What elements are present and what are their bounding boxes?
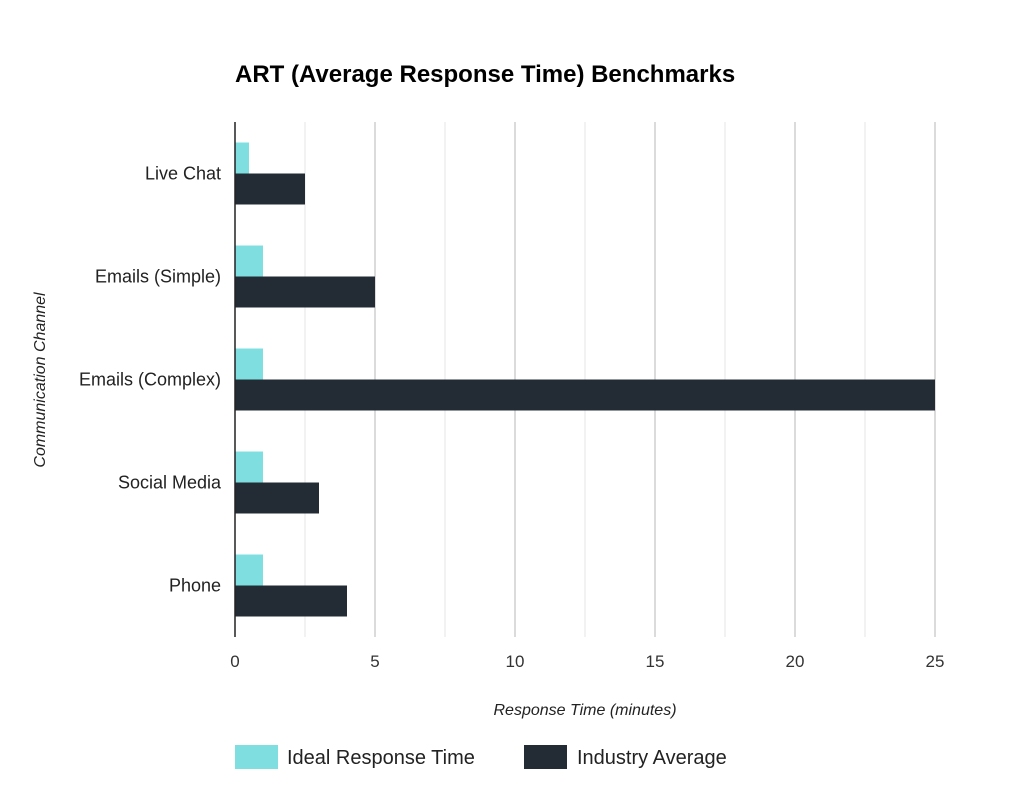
x-tick-label: 15 xyxy=(646,652,665,671)
category-label: Live Chat xyxy=(145,164,221,184)
legend: Ideal Response Time Industry Average xyxy=(235,745,727,769)
legend-label: Ideal Response Time xyxy=(287,747,475,769)
category-label: Emails (Simple) xyxy=(95,267,221,287)
bar-industry xyxy=(235,276,375,308)
bar-ideal xyxy=(235,245,263,277)
x-tick-labels: 0 5 10 15 20 25 xyxy=(230,652,944,671)
x-tick-label: 25 xyxy=(926,652,945,671)
x-tick-label: 10 xyxy=(506,652,525,671)
bar-ideal xyxy=(235,451,263,483)
x-tick-label: 20 xyxy=(786,652,805,671)
bar-industry xyxy=(235,379,935,411)
bar-industry xyxy=(235,585,347,617)
bar-industry xyxy=(235,482,319,514)
chart-title: ART (Average Response Time) Benchmarks xyxy=(235,61,735,88)
x-tick-label: 0 xyxy=(230,652,239,671)
bar-ideal xyxy=(235,554,263,586)
bar-ideal xyxy=(235,142,249,174)
category-label: Phone xyxy=(169,576,221,596)
y-axis-title: Communication Channel xyxy=(32,292,49,468)
x-tick-label: 5 xyxy=(370,652,379,671)
category-labels: Live Chat Emails (Simple) Emails (Complex)… xyxy=(79,164,222,596)
bar-ideal xyxy=(235,348,263,380)
bar-industry xyxy=(235,173,305,205)
legend-swatch xyxy=(524,745,567,769)
category-label: Social Media xyxy=(118,473,222,493)
x-axis-title: Response Time (minutes) xyxy=(493,702,676,719)
category-label: Emails (Complex) xyxy=(79,370,221,390)
legend-swatch xyxy=(235,745,278,769)
bars xyxy=(235,142,935,617)
legend-label: Industry Average xyxy=(577,747,727,769)
